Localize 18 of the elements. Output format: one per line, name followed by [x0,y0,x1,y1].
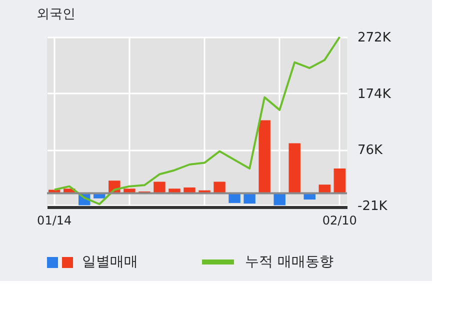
chart-title: 외국인 [36,7,76,22]
bar [244,193,256,204]
bar [154,182,166,194]
bar [334,168,346,194]
bar [288,143,300,194]
legend-label: 누적 매매동향 [245,254,334,270]
bar [274,193,286,206]
y-tick-label: -21K [358,198,388,214]
y-tick-label: 272K [358,30,392,46]
y-tick-label: 174K [358,86,392,102]
bar [228,193,240,203]
x-tick-label: 02/10 [322,214,357,228]
y-tick-label: 76K [358,143,384,158]
bar [258,120,270,194]
line-series [53,36,341,206]
legend-label: 일별매매 [82,254,138,270]
bar [214,182,226,194]
x-tick-label: 01/14 [37,214,72,228]
